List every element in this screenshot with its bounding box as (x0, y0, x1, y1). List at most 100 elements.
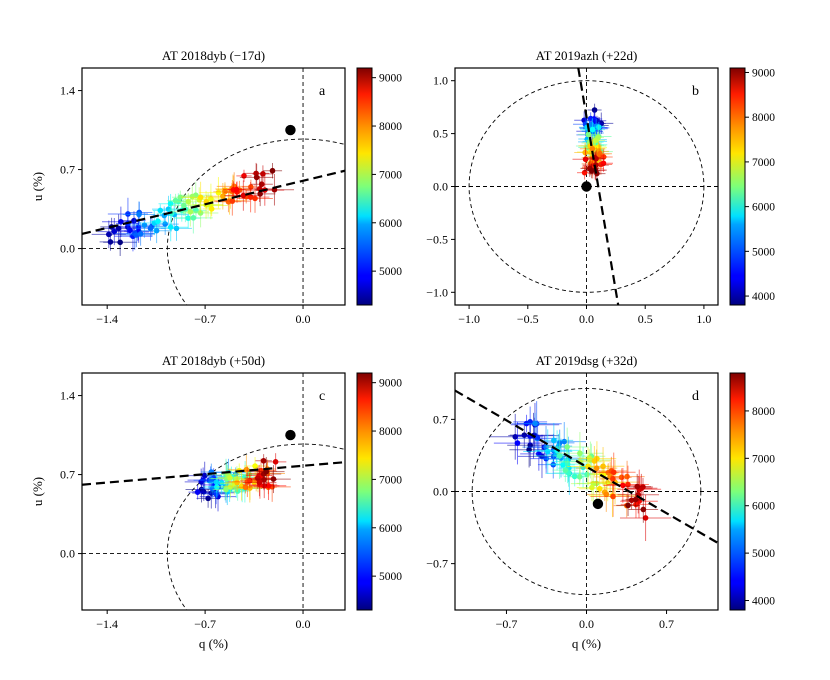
data-point (227, 182, 246, 197)
data-point (224, 180, 263, 211)
plot-area (455, 68, 718, 305)
colorbar: 4000 5000 6000 7000 8000 9000 (729, 67, 775, 306)
colorbar-tick-label: 4000 (752, 291, 775, 303)
y-tick-label: −0.7 (426, 557, 448, 571)
panel-title: AT 2019dsg (+32d) (536, 353, 638, 368)
panel-d: −0.7 0.0 0.7 −0.7 0.0 0.7 AT 2019dsg (+32d) d q … (426, 353, 775, 651)
panel-title: AT 2018dyb (−17d) (162, 48, 265, 63)
panel-b: −1.0 −0.5 0.0 0.5 1.0 −1.0 −0.5 0.0 0.5 1.0 AT 201… (426, 48, 775, 326)
ism-point (581, 181, 592, 192)
colorbar-tick-label: 7000 (752, 157, 775, 169)
colorbar-tick-label: 9000 (379, 378, 402, 390)
data-point (513, 406, 548, 438)
polarization-circle (471, 388, 702, 595)
ism-point (592, 498, 604, 510)
dominant-axis-line (455, 389, 718, 544)
x-tick-label: 0.0 (296, 617, 311, 631)
y-tick-label: 0.7 (60, 163, 75, 177)
y-tick-label: −1.0 (426, 285, 448, 299)
colorbar: 5000 6000 7000 8000 9000 (356, 372, 402, 611)
data-point (551, 454, 575, 476)
colorbar-gradient (356, 67, 373, 306)
y-axis-label: u (%) (30, 172, 45, 201)
y-tick-label: 1.0 (433, 74, 448, 88)
colorbar-tick-label: 5000 (752, 246, 775, 258)
colorbar-tick-label: 8000 (752, 406, 775, 418)
data-point (152, 204, 168, 217)
x-tick-label: −0.7 (194, 617, 216, 631)
ism-point (285, 429, 296, 441)
colorbar-tick-label: 9000 (379, 73, 402, 85)
data-point (583, 163, 600, 179)
dominant-axis-line (82, 461, 345, 486)
data-point (239, 163, 274, 191)
colorbar-tick-label: 6000 (379, 523, 402, 535)
data-point (587, 103, 602, 117)
colorbar-tick-label: 5000 (379, 571, 402, 583)
axes-frame (81, 372, 346, 611)
data-point (619, 494, 672, 542)
y-tick-label: 0.0 (433, 180, 448, 194)
y-tick-label: 0.7 (433, 412, 448, 426)
ism-point (285, 124, 296, 136)
y-tick-label: 0.5 (433, 127, 448, 141)
dominant-axis-line (82, 169, 345, 235)
axes-frame (81, 67, 346, 306)
data-point (153, 213, 189, 242)
data-point (256, 465, 291, 494)
y-tick-label: 0.0 (433, 485, 448, 499)
y-axis-label: u (%) (30, 477, 45, 506)
data-point (181, 181, 220, 213)
x-tick-label: 0.5 (638, 312, 653, 326)
colorbar-tick-label: 5000 (752, 548, 775, 560)
panel-a: −1.4 −0.7 0.0 0.0 0.7 1.4 AT 2018dyb (−17d) a u … (30, 48, 402, 326)
colorbar-tick-label: 7000 (379, 169, 402, 181)
panel-letter: a (319, 84, 326, 99)
panel-letter: b (692, 84, 699, 99)
colorbar: 5000 6000 7000 8000 9000 (356, 67, 402, 306)
panel-c: −1.4 −0.7 0.0 0.0 0.7 1.4 AT 2018dyb (+50d) c u … (30, 353, 402, 651)
data-point (264, 453, 287, 471)
colorbar: 4000 5000 6000 7000 8000 (729, 372, 775, 611)
data-point (122, 201, 156, 228)
y-tick-label: 1.4 (60, 389, 75, 403)
colorbar-tick-label: 7000 (752, 453, 775, 465)
polarization-circle (468, 80, 705, 293)
data-point (246, 459, 282, 489)
data-point (188, 484, 207, 500)
y-tick-label: −0.5 (426, 232, 448, 246)
data-point (126, 222, 156, 246)
colorbar-tick-label: 6000 (752, 501, 775, 513)
x-tick-label: 0.0 (579, 617, 594, 631)
data-point (262, 162, 283, 179)
data-point (552, 458, 579, 482)
y-tick-label: 1.4 (60, 84, 75, 98)
data-point (616, 494, 640, 517)
x-tick-label: −1.4 (96, 312, 118, 326)
data-point (523, 412, 547, 435)
data-point (248, 456, 285, 487)
colorbar-tick-label: 5000 (379, 266, 402, 278)
panel-title: AT 2019azh (+22d) (536, 48, 638, 63)
data-point (177, 192, 200, 211)
x-axis-label: q (%) (572, 636, 601, 651)
x-tick-label: −0.5 (517, 312, 539, 326)
colorbar-tick-label: 4000 (752, 596, 775, 608)
colorbar-gradient (729, 372, 746, 611)
data-point (623, 474, 652, 500)
colorbar-tick-label: 8000 (379, 426, 402, 438)
colorbar-gradient (356, 372, 373, 611)
colorbar-gradient (729, 67, 746, 306)
y-tick-label: 0.0 (60, 242, 75, 256)
data-point (236, 169, 252, 183)
x-tick-label: 0.7 (659, 617, 674, 631)
x-tick-label: 1.0 (696, 312, 711, 326)
x-axis-label: q (%) (199, 636, 228, 651)
x-tick-label: −1.0 (458, 312, 480, 326)
data-point (523, 429, 573, 474)
x-tick-label: −0.7 (194, 312, 216, 326)
colorbar-tick-label: 6000 (752, 202, 775, 214)
x-tick-label: 0.0 (296, 312, 311, 326)
panel-title: AT 2018dyb (+50d) (162, 353, 265, 368)
